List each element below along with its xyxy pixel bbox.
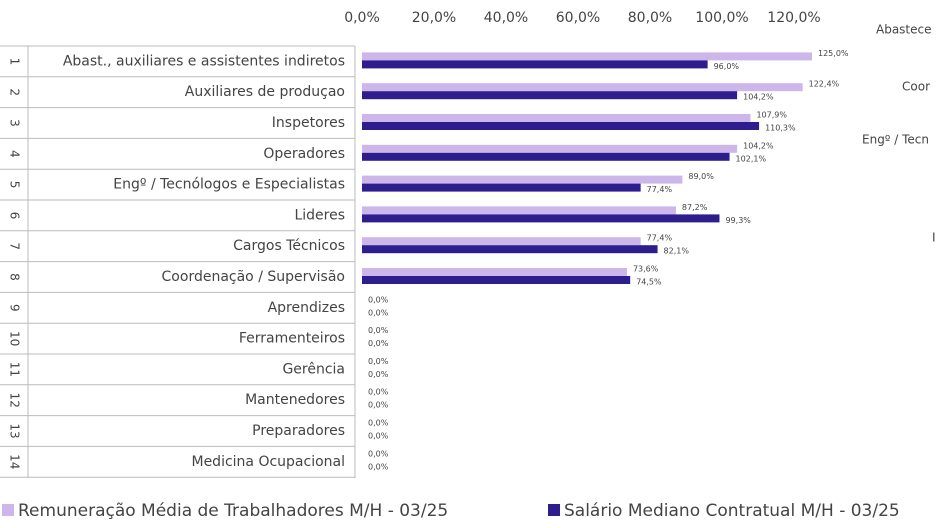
row-number: 8 — [8, 273, 22, 281]
x-tick-label: 20,0% — [412, 10, 456, 26]
bar — [362, 206, 676, 215]
row-number: 6 — [8, 212, 22, 220]
value-label: 0,0% — [368, 295, 389, 304]
legend-swatch — [548, 504, 560, 516]
row-number: 11 — [8, 362, 22, 377]
x-tick-label: 0,0% — [344, 10, 380, 26]
legend-label: Remuneração Média de Trabalhadores M/H -… — [18, 501, 448, 521]
value-label: 0,0% — [368, 432, 389, 441]
clipped-label: I — [932, 231, 936, 245]
row-number: 4 — [8, 150, 22, 158]
row-number: 12 — [8, 393, 22, 408]
row-number: 7 — [8, 242, 22, 250]
value-label: 0,0% — [368, 462, 389, 471]
row-number: 5 — [8, 181, 22, 189]
value-label: 0,0% — [368, 401, 389, 410]
bar — [362, 175, 683, 184]
bar — [362, 144, 738, 153]
bar — [362, 83, 803, 92]
bar — [362, 152, 730, 161]
category-label: Operadores — [263, 146, 345, 162]
category-label: Mantenedores — [245, 392, 345, 408]
value-label: 107,9% — [756, 111, 787, 120]
row-number: 13 — [8, 423, 22, 438]
x-tick-label: 100,0% — [695, 10, 748, 26]
category-label: Coordenação / Supervisão — [162, 269, 345, 285]
x-tick-label: 60,0% — [556, 10, 600, 26]
value-label: 0,0% — [368, 339, 389, 348]
value-label: 0,0% — [368, 357, 389, 366]
value-label: 82,1% — [664, 247, 690, 256]
value-label: 74,5% — [636, 278, 662, 287]
row-number: 2 — [8, 88, 22, 96]
value-label: 0,0% — [368, 370, 389, 379]
value-label: 96,0% — [714, 62, 740, 71]
x-tick-label: 120,0% — [767, 10, 820, 26]
bar — [362, 237, 641, 246]
category-label: Gerência — [282, 361, 345, 377]
category-label: Cargos Técnicos — [233, 238, 345, 254]
value-label: 122,4% — [809, 80, 840, 89]
category-label: Lideres — [294, 207, 345, 223]
value-label: 87,2% — [682, 203, 708, 212]
value-label: 0,0% — [368, 388, 389, 397]
category-label: Inspetores — [272, 115, 345, 131]
value-label: 0,0% — [368, 308, 389, 317]
category-label: Aprendizes — [268, 300, 345, 316]
bar — [362, 60, 708, 69]
x-tick-label: 80,0% — [628, 10, 672, 26]
clipped-label: Coor — [902, 80, 930, 94]
legend-label: Salário Mediano Contratual M/H - 03/25 — [564, 501, 900, 521]
bar — [362, 245, 658, 254]
x-tick-label: 40,0% — [484, 10, 528, 26]
row-number: 3 — [8, 119, 22, 127]
bar — [362, 122, 760, 130]
row-number: 14 — [8, 454, 22, 469]
category-label: Abast., auxiliares e assistentes indiret… — [63, 53, 345, 69]
bar — [362, 268, 627, 276]
category-label: Engº / Tecnólogos e Especialistas — [113, 177, 345, 193]
bar — [362, 52, 812, 61]
value-label: 89,0% — [688, 172, 714, 181]
category-label: Preparadores — [252, 423, 345, 439]
value-label: 77,4% — [647, 234, 673, 243]
value-label: 77,4% — [647, 185, 673, 194]
value-label: 104,2% — [743, 93, 774, 102]
value-label: 125,0% — [818, 49, 849, 58]
legend-swatch — [2, 504, 14, 516]
row-number: 1 — [8, 58, 22, 66]
clipped-label: Abastece — [876, 23, 932, 37]
bar — [362, 183, 641, 192]
value-label: 0,0% — [368, 419, 389, 428]
value-label: 73,6% — [633, 265, 659, 274]
category-label: Medicina Ocupacional — [191, 454, 345, 470]
row-number: 9 — [8, 304, 22, 312]
value-label: 0,0% — [368, 326, 389, 335]
value-label: 110,3% — [765, 124, 796, 133]
bar — [362, 214, 720, 223]
value-label: 99,3% — [725, 216, 751, 225]
value-label: 104,2% — [743, 141, 774, 150]
value-label: 102,1% — [736, 154, 767, 163]
bar — [362, 91, 738, 100]
bar — [362, 114, 751, 122]
value-label: 0,0% — [368, 449, 389, 458]
clipped-label: Engº / Tecn — [862, 133, 929, 147]
row-number: 10 — [8, 331, 22, 346]
bar — [362, 276, 631, 284]
category-label: Ferramenteiros — [239, 331, 345, 347]
category-label: Auxiliares de produçao — [185, 84, 345, 100]
